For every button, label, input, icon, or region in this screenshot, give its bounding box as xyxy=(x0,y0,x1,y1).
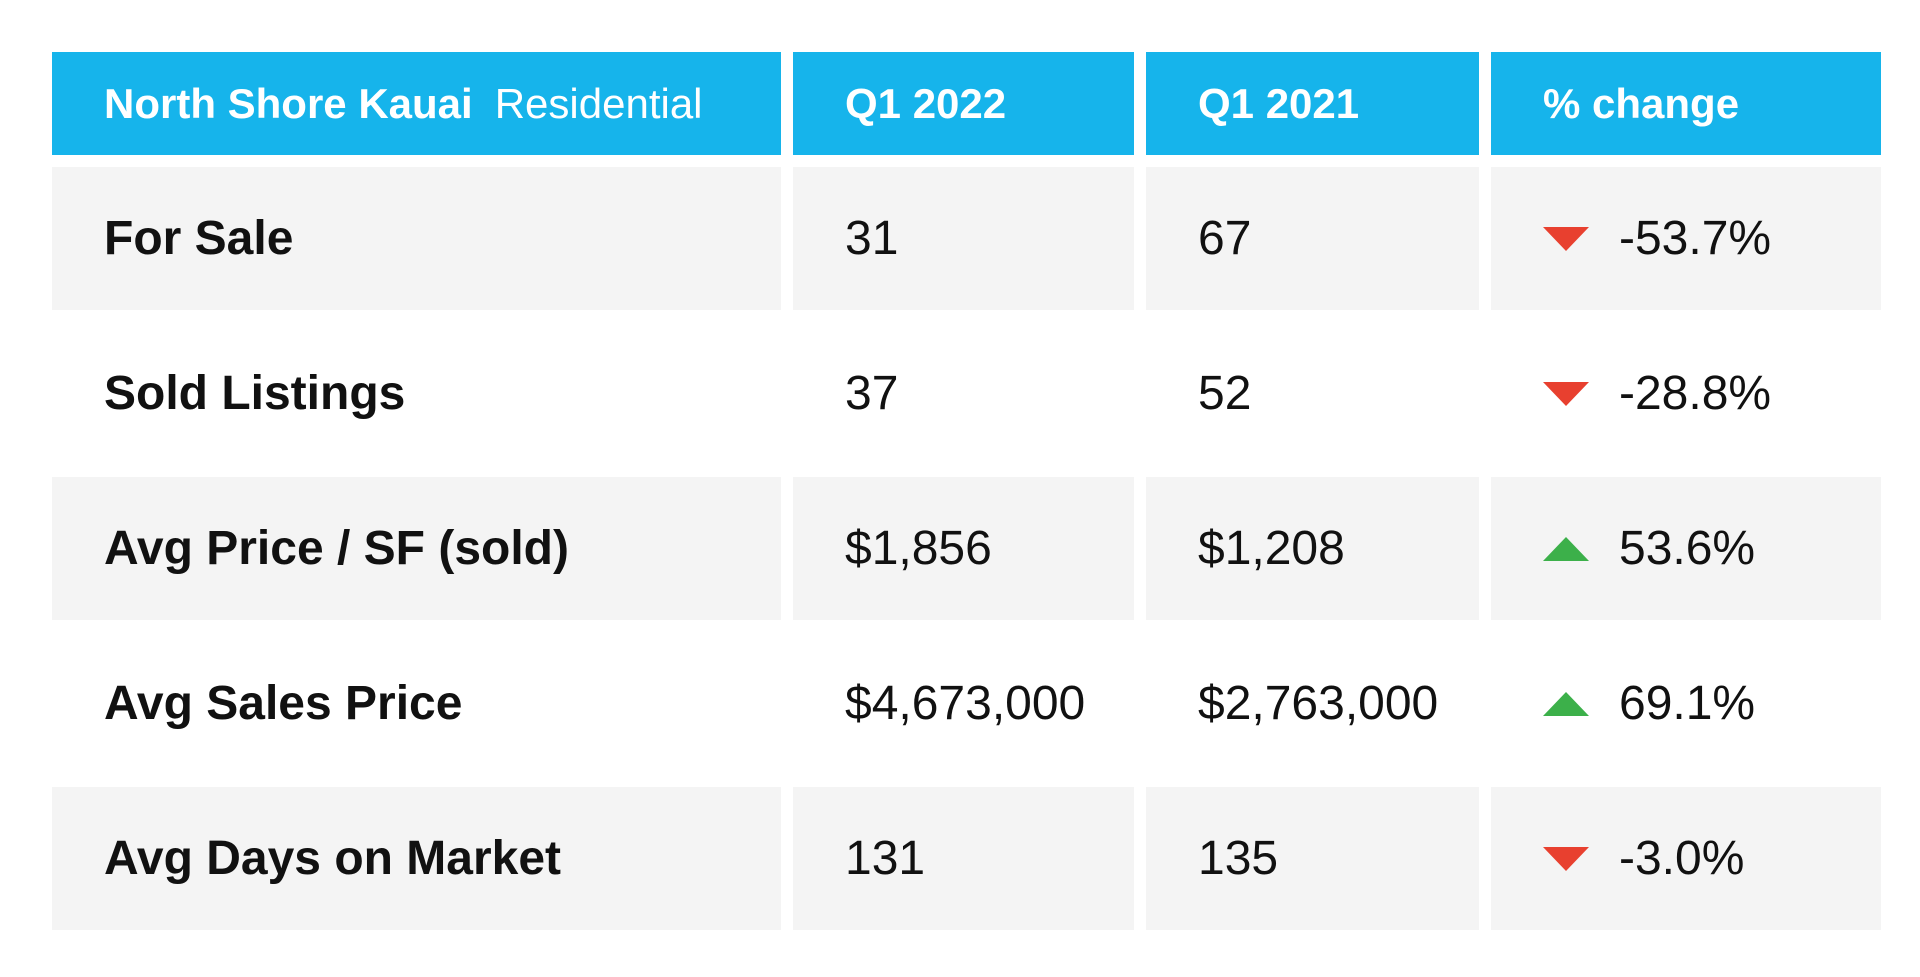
table-header: North Shore Kauai Residential Q1 2022 Q1… xyxy=(52,52,1881,155)
header-q1-2022: Q1 2022 xyxy=(793,52,1134,155)
table-row: Avg Days on Market 131 135 -3.0% xyxy=(52,787,1881,930)
percent-change-value: -53.7% xyxy=(1619,212,1772,265)
table-row: Sold Listings 37 52 -28.8% xyxy=(52,322,1881,465)
percent-change-cell: 69.1% xyxy=(1491,632,1881,775)
percent-change-value: 53.6% xyxy=(1619,522,1756,575)
triangle-down-icon xyxy=(1543,846,1589,871)
row-label: Avg Price / SF (sold) xyxy=(52,477,781,620)
header-region: North Shore Kauai xyxy=(104,79,473,127)
header-region-cell: North Shore Kauai Residential xyxy=(52,52,781,155)
value-q1-2021: $2,763,000 xyxy=(1198,677,1439,730)
table-row: For Sale 31 67 -53.7% xyxy=(52,167,1881,310)
table-row: Avg Sales Price $4,673,000 $2,763,000 69.1% xyxy=(52,632,1881,775)
header-q1-2021: Q1 2021 xyxy=(1146,52,1479,155)
value-q1-2022: 131 xyxy=(793,787,1134,930)
triangle-down-icon xyxy=(1543,226,1589,251)
market-stats-table: North Shore Kauai Residential Q1 2022 Q1… xyxy=(52,52,1881,942)
percent-change-cell: -53.7% xyxy=(1491,167,1881,310)
row-label: Avg Sales Price xyxy=(104,677,463,730)
percent-change-value: -3.0% xyxy=(1619,832,1745,885)
row-label: For Sale xyxy=(52,167,781,310)
value-q1-2022: 31 xyxy=(793,167,1134,310)
header-percent-change: % change xyxy=(1491,52,1881,155)
value-q1-2021: $1,208 xyxy=(1146,477,1479,620)
percent-change-cell: -3.0% xyxy=(1491,787,1881,930)
value-q1-2021: 52 xyxy=(1198,367,1252,420)
triangle-down-icon xyxy=(1543,381,1589,406)
triangle-up-icon xyxy=(1543,536,1589,561)
row-label: Sold Listings xyxy=(104,367,406,420)
value-q1-2021: 135 xyxy=(1146,787,1479,930)
row-label: Avg Days on Market xyxy=(52,787,781,930)
table-body: For Sale 31 67 -53.7% Sold Listings 37 52 -28.8… xyxy=(52,167,1881,930)
value-q1-2022: 37 xyxy=(845,367,899,420)
percent-change-value: -28.8% xyxy=(1619,367,1772,420)
value-q1-2022: $1,856 xyxy=(793,477,1134,620)
percent-change-cell: -28.8% xyxy=(1491,322,1881,465)
value-q1-2022: $4,673,000 xyxy=(845,677,1086,730)
percent-change-cell: 53.6% xyxy=(1491,477,1881,620)
triangle-up-icon xyxy=(1543,691,1589,716)
percent-change-value: 69.1% xyxy=(1619,677,1756,730)
value-q1-2021: 67 xyxy=(1146,167,1479,310)
header-category: Residential xyxy=(494,79,703,127)
table-row: Avg Price / SF (sold) $1,856 $1,208 53.6% xyxy=(52,477,1881,620)
